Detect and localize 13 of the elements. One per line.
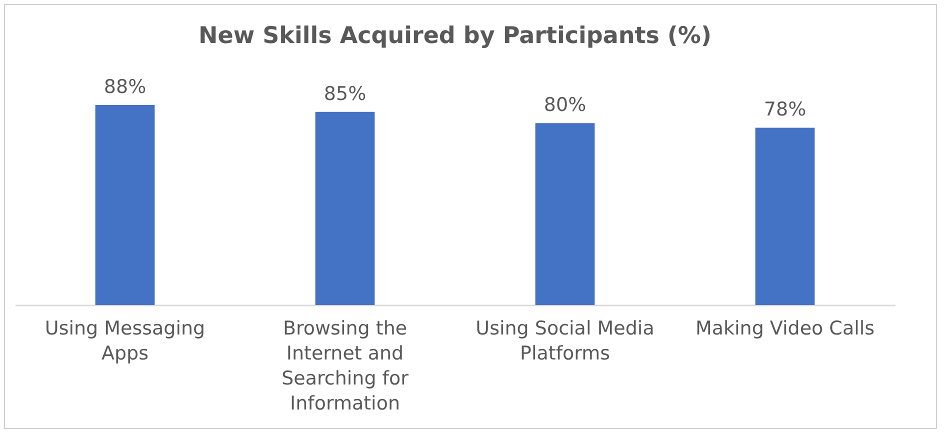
x-tick-label: Using Social Media Platforms [476,318,654,364]
bar [95,105,155,305]
data-label: 78% [764,98,806,121]
bar [315,112,375,305]
data-label: 85% [324,82,366,105]
bar [535,123,595,305]
chart-title: New Skills Acquired by Participants (%) [198,23,712,49]
data-label: 88% [104,76,146,98]
x-tick-label: Browsing the Internet and Searching for Information [282,318,409,414]
x-tick-label: Making Video Calls [695,318,875,340]
x-tick-label: Using Messaging Apps [44,318,206,364]
data-label: 80% [544,94,586,116]
bar [755,128,815,305]
